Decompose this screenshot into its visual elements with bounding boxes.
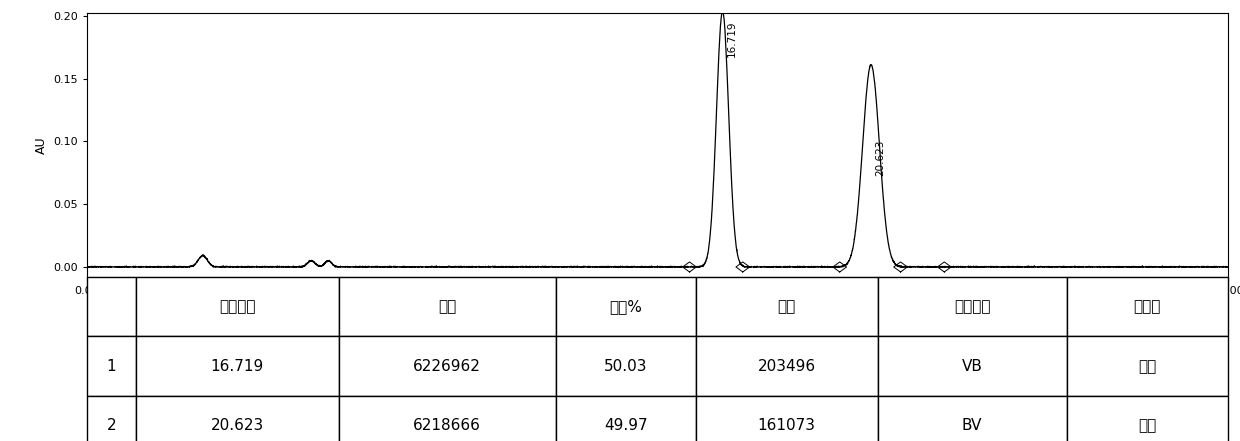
Text: 16.719: 16.719 [727, 21, 737, 57]
X-axis label: 分钟: 分钟 [650, 302, 665, 314]
Text: 20.623: 20.623 [875, 140, 885, 176]
Y-axis label: AU: AU [35, 136, 47, 154]
